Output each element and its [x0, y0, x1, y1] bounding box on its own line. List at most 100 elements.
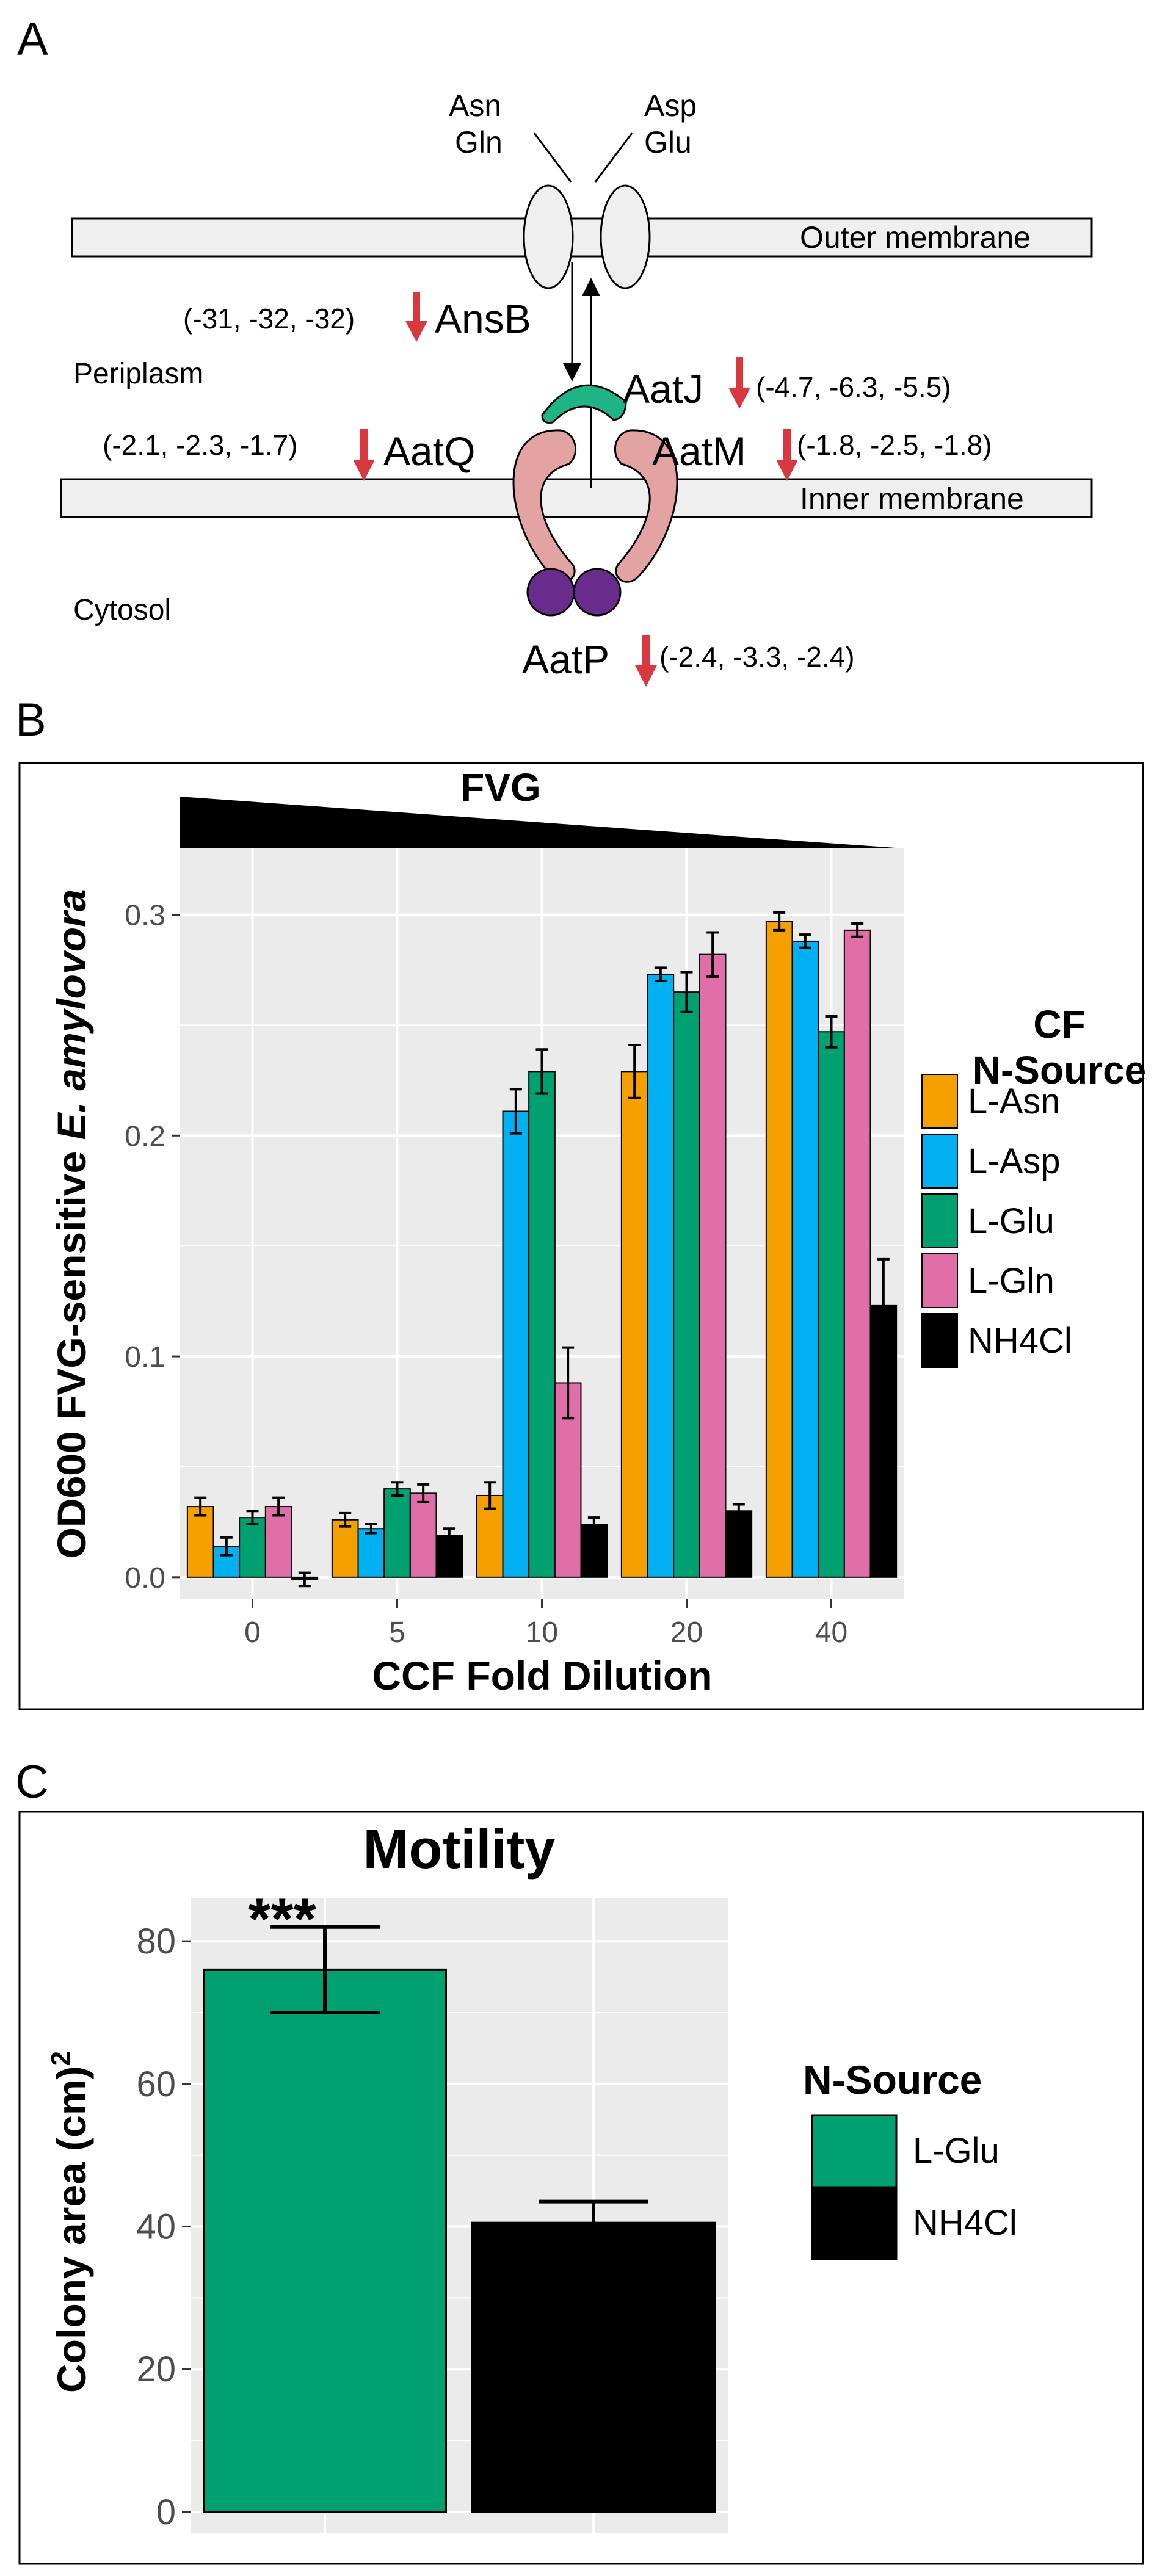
y-tick-label: 0.2 [125, 1120, 165, 1152]
error-bar [732, 1503, 745, 1519]
chart-c-ylabel-text: Colony area (cm) [49, 2066, 94, 2393]
y-tick-label: 40 [136, 2207, 176, 2247]
legend-label-l-glu: L-Glu [913, 2131, 1000, 2171]
bar-l-gln-0 [264, 1506, 292, 1578]
aatj-fold-change: (-4.7, -6.3, -5.5) [756, 371, 951, 403]
legend-swatch-nh4cl [921, 1313, 958, 1368]
aatm-protein [614, 429, 678, 583]
error-bar [417, 1483, 430, 1503]
panel-b-frame [18, 762, 1144, 1710]
chart-c-ylabel-sup: 2 [46, 2051, 76, 2066]
x-tick-label: 40 [815, 1616, 847, 1649]
legend-label-nh4cl: NH4Cl [913, 2203, 1017, 2243]
legend-swatch-nh4cl [811, 2186, 898, 2260]
bar-l-asn-40 [765, 921, 793, 1578]
bar-nh4cl-10 [580, 1524, 608, 1578]
aatp-down-arrow-icon [635, 635, 657, 687]
aatq-down-arrow-icon [353, 429, 375, 481]
y-tick-label: 0.0 [125, 1562, 165, 1594]
chart-c-title: Motility [363, 1819, 556, 1880]
aatm-label: AatM [652, 429, 746, 474]
chart-b-legend: CF N-Source L-Asn L-Asp L-Glu L-Gln NH4Cl [921, 1002, 1147, 1368]
bar-l-asn-5 [331, 1519, 359, 1578]
legend-swatch-l-glu [921, 1193, 958, 1248]
bar-l-asp-0 [212, 1546, 241, 1578]
bar-l-asn-0 [186, 1506, 214, 1578]
legend-label-nh4cl: NH4Cl [968, 1321, 1072, 1361]
error-bar [509, 1088, 522, 1135]
error-bar [194, 1496, 207, 1517]
error-bar [825, 1015, 838, 1049]
error-bar [220, 1536, 233, 1557]
bar-nh4cl [471, 2221, 716, 2513]
substrate-gln: Gln [455, 125, 503, 159]
legend-b-title-line2: N-Source [973, 1048, 1147, 1092]
error-bar [628, 1043, 641, 1099]
legend-b-title-line1: CF [1033, 1002, 1085, 1046]
inner-membrane [60, 478, 1093, 518]
aatj-label: AatJ [623, 366, 703, 411]
error-bar [365, 1523, 377, 1535]
error-bar [877, 1257, 890, 1353]
porin-right [600, 184, 651, 289]
x-tick-label: 0 [244, 1616, 261, 1649]
aatp-subunit-left [526, 568, 575, 617]
bar-l-asp-40 [791, 940, 819, 1578]
error-bar [851, 922, 864, 938]
aatj-down-arrow-icon [728, 357, 750, 409]
y-tick-label: 60 [136, 2064, 176, 2104]
panel-c-frame [18, 1811, 1144, 2565]
error-bar [773, 911, 786, 932]
motility-bar-chart: Motility *** 0 20 40 60 80 Colony area (cm)2… [46, 1819, 1017, 2533]
bar-l-glu-20 [673, 991, 700, 1578]
legend-swatch-l-gln [921, 1253, 958, 1308]
legend-c-title: N-Source [803, 2057, 982, 2102]
legend-swatch-l-glu [811, 2114, 898, 2188]
bar-l-asp-5 [357, 1528, 385, 1578]
aatm-down-arrow-icon [776, 429, 798, 481]
chart-b-xlabel: CCF Fold Dilution [372, 1653, 712, 1698]
legend-label-l-glu: L-Glu [968, 1201, 1054, 1241]
x-tick-label: 20 [670, 1616, 703, 1649]
y-tick-label: 0.3 [125, 900, 165, 932]
funnel-line-left [533, 132, 572, 183]
chart-b-ylabel-prefix: OD600 FVG-sensitive [49, 1140, 94, 1558]
error-bar [270, 1925, 380, 2014]
fvg-gradient-wedge [180, 797, 904, 848]
y-tick-label: 0 [156, 2492, 176, 2532]
ansb-down-arrow-icon [405, 292, 427, 342]
bar-l-asn-20 [620, 1071, 648, 1578]
aatm-fold-change: (-1.8, -2.5, -1.8) [797, 429, 992, 461]
cytosol-label: Cytosol [73, 594, 171, 626]
error-bar [535, 1048, 548, 1095]
significance-marker: *** [248, 1887, 317, 1952]
inner-membrane-label: Inner membrane [800, 482, 1024, 516]
bar-l-glu-5 [383, 1488, 411, 1578]
ansb-fold-change: (-31, -32, -32) [183, 303, 355, 335]
y-tick-label: 0.1 [125, 1341, 165, 1373]
aatq-fold-change: (-2.1, -2.3, -1.7) [103, 429, 298, 461]
aatp-subunit-right [573, 568, 622, 617]
outer-membrane [71, 217, 1093, 258]
legend-swatch-l-asp [921, 1134, 958, 1189]
outer-membrane-label: Outer membrane [800, 220, 1031, 255]
error-bar [391, 1481, 404, 1497]
bar-l-gln-20 [699, 953, 727, 1578]
x-tick-label: 10 [526, 1616, 558, 1649]
bar-l-glu [203, 1968, 447, 2513]
error-bar [339, 1511, 352, 1528]
error-bar [799, 933, 811, 949]
error-bar [587, 1516, 600, 1532]
panel-label-b: B [15, 694, 46, 746]
error-bar [298, 1571, 311, 1588]
error-bar [680, 971, 693, 1013]
substrate-asp: Asp [644, 89, 697, 123]
ansb-label: AnsB [435, 296, 531, 341]
error-bar [539, 2199, 648, 2246]
panel-label-a: A [17, 13, 48, 65]
aatj-protein [541, 384, 627, 424]
x-tick-label: 5 [389, 1616, 405, 1649]
periplasm-label: Periplasm [73, 358, 203, 390]
bar-l-glu-10 [528, 1071, 556, 1578]
error-bar [706, 931, 719, 978]
